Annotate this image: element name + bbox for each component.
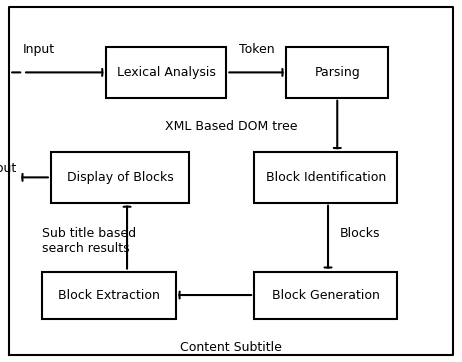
Text: Display of Blocks: Display of Blocks (67, 171, 174, 184)
Text: Block Generation: Block Generation (272, 289, 380, 302)
Text: Content Subtitle: Content Subtitle (180, 341, 282, 354)
Text: Parsing: Parsing (314, 66, 360, 79)
Text: Sub title based
search results: Sub title based search results (42, 227, 136, 255)
Bar (286, 47, 388, 98)
Text: Block Identification: Block Identification (266, 171, 386, 184)
Bar (254, 272, 397, 319)
Text: Blocks: Blocks (340, 227, 380, 240)
Text: Input: Input (23, 43, 55, 56)
Text: Token: Token (238, 43, 274, 56)
Bar (51, 152, 189, 203)
Bar (106, 47, 226, 98)
Bar (42, 272, 176, 319)
Text: Output: Output (0, 162, 16, 175)
Text: XML Based DOM tree: XML Based DOM tree (165, 120, 297, 133)
Bar (254, 152, 397, 203)
Text: Lexical Analysis: Lexical Analysis (117, 66, 216, 79)
Text: Block Extraction: Block Extraction (58, 289, 159, 302)
